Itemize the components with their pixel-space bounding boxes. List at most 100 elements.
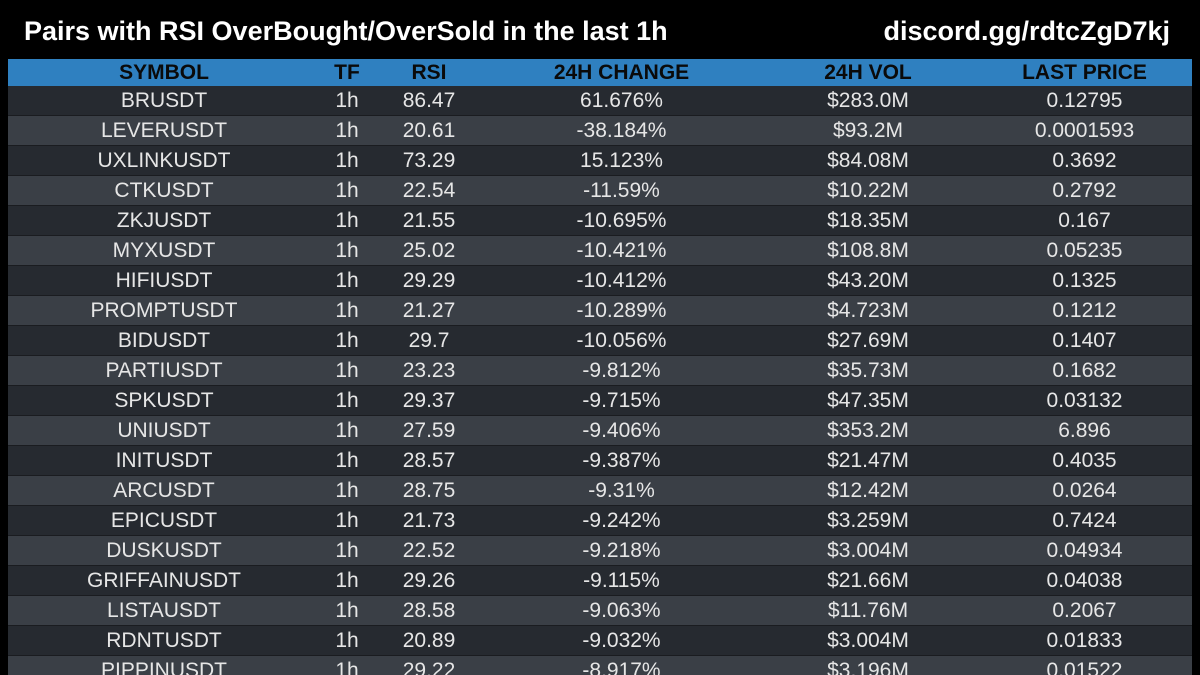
price-cell: 6.896 bbox=[977, 415, 1192, 446]
change-cell: -9.218% bbox=[484, 535, 759, 566]
rsi-cell: 27.59 bbox=[374, 415, 484, 446]
table-row[interactable]: PROMPTUSDT 1h 21.27 -10.289% $4.723M 0.1212 bbox=[8, 295, 1192, 326]
table-row[interactable]: PIPPINUSDT 1h 29.22 -8.917% $3.196M 0.01522 bbox=[8, 655, 1192, 675]
change-cell: -9.715% bbox=[484, 385, 759, 416]
price-cell: 0.4035 bbox=[977, 445, 1192, 476]
table-row[interactable]: ZKJUSDT 1h 21.55 -10.695% $18.35M 0.167 bbox=[8, 205, 1192, 236]
tf-cell: 1h bbox=[320, 115, 374, 146]
symbol-cell: PROMPTUSDT bbox=[8, 295, 320, 326]
change-cell: -9.406% bbox=[484, 415, 759, 446]
volume-cell: $353.2M bbox=[759, 415, 977, 446]
rsi-cell: 29.22 bbox=[374, 655, 484, 675]
price-cell: 0.0001593 bbox=[977, 115, 1192, 146]
volume-cell: $11.76M bbox=[759, 595, 977, 626]
rsi-cell: 28.57 bbox=[374, 445, 484, 476]
tf-cell: 1h bbox=[320, 595, 374, 626]
column-header-rsi[interactable]: RSI bbox=[411, 61, 447, 84]
column-header-symbol[interactable]: SYMBOL bbox=[119, 61, 209, 84]
volume-cell: $3.004M bbox=[759, 625, 977, 656]
table-row[interactable]: ARCUSDT 1h 28.75 -9.31% $12.42M 0.0264 bbox=[8, 475, 1192, 506]
table-row[interactable]: PARTIUSDT 1h 23.23 -9.812% $35.73M 0.1682 bbox=[8, 355, 1192, 386]
table-row[interactable]: BIDUSDT 1h 29.7 -10.056% $27.69M 0.1407 bbox=[8, 325, 1192, 356]
rsi-table: SYMBOL TF RSI 24H CHANGE 24H VOL LAST PR… bbox=[8, 59, 1192, 675]
table-row[interactable]: GRIFFAINUSDT 1h 29.26 -9.115% $21.66M 0.04038 bbox=[8, 565, 1192, 596]
symbol-cell: HIFIUSDT bbox=[8, 265, 320, 296]
change-cell: -10.412% bbox=[484, 265, 759, 296]
change-cell: -9.242% bbox=[484, 505, 759, 536]
discord-invite-link[interactable]: discord.gg/rdtcZgD7kj bbox=[883, 16, 1170, 46]
table-row[interactable]: CTKUSDT 1h 22.54 -11.59% $10.22M 0.2792 bbox=[8, 175, 1192, 206]
change-cell: -38.184% bbox=[484, 115, 759, 146]
volume-cell: $10.22M bbox=[759, 175, 977, 206]
symbol-cell: SPKUSDT bbox=[8, 385, 320, 416]
volume-cell: $18.35M bbox=[759, 205, 977, 236]
price-cell: 0.04934 bbox=[977, 535, 1192, 566]
rsi-table-container: SYMBOL TF RSI 24H CHANGE 24H VOL LAST PR… bbox=[8, 59, 1192, 675]
volume-cell: $3.259M bbox=[759, 505, 977, 536]
column-header-24h-change[interactable]: 24H CHANGE bbox=[553, 61, 690, 84]
rsi-cell: 29.29 bbox=[374, 265, 484, 296]
change-cell: -9.032% bbox=[484, 625, 759, 656]
change-cell: -11.59% bbox=[484, 175, 759, 206]
change-cell: -8.917% bbox=[484, 655, 759, 675]
price-cell: 0.7424 bbox=[977, 505, 1192, 536]
volume-cell: $4.723M bbox=[759, 295, 977, 326]
rsi-cell: 23.23 bbox=[374, 355, 484, 386]
table-body: BRUSDT 1h 86.47 61.676% $283.0M 0.12795 LEVERU… bbox=[8, 86, 1192, 675]
symbol-cell: ZKJUSDT bbox=[8, 205, 320, 236]
price-cell: 0.01522 bbox=[977, 655, 1192, 675]
table-row[interactable]: BRUSDT 1h 86.47 61.676% $283.0M 0.12795 bbox=[8, 86, 1192, 116]
symbol-cell: BIDUSDT bbox=[8, 325, 320, 356]
volume-cell: $108.8M bbox=[759, 235, 977, 266]
column-header-tf[interactable]: TF bbox=[334, 61, 360, 84]
table-header: SYMBOL TF RSI 24H CHANGE 24H VOL LAST PR… bbox=[8, 59, 1192, 86]
price-cell: 0.2792 bbox=[977, 175, 1192, 206]
volume-cell: $47.35M bbox=[759, 385, 977, 416]
change-cell: -10.695% bbox=[484, 205, 759, 236]
table-row[interactable]: UXLINKUSDT 1h 73.29 15.123% $84.08M 0.3692 bbox=[8, 145, 1192, 176]
tf-cell: 1h bbox=[320, 655, 374, 675]
table-row[interactable]: LISTAUSDT 1h 28.58 -9.063% $11.76M 0.2067 bbox=[8, 595, 1192, 626]
table-row[interactable]: SPKUSDT 1h 29.37 -9.715% $47.35M 0.03132 bbox=[8, 385, 1192, 416]
tf-cell: 1h bbox=[320, 86, 374, 116]
change-cell: -9.115% bbox=[484, 565, 759, 596]
table-row[interactable]: INITUSDT 1h 28.57 -9.387% $21.47M 0.4035 bbox=[8, 445, 1192, 476]
tf-cell: 1h bbox=[320, 415, 374, 446]
table-row[interactable]: UNIUSDT 1h 27.59 -9.406% $353.2M 6.896 bbox=[8, 415, 1192, 446]
price-cell: 0.2067 bbox=[977, 595, 1192, 626]
column-header-last-price[interactable]: LAST PRICE bbox=[1022, 61, 1147, 84]
volume-cell: $35.73M bbox=[759, 355, 977, 386]
volume-cell: $12.42M bbox=[759, 475, 977, 506]
table-row[interactable]: RDNTUSDT 1h 20.89 -9.032% $3.004M 0.01833 bbox=[8, 625, 1192, 656]
rsi-cell: 20.89 bbox=[374, 625, 484, 656]
symbol-cell: MYXUSDT bbox=[8, 235, 320, 266]
change-cell: -10.056% bbox=[484, 325, 759, 356]
tf-cell: 1h bbox=[320, 445, 374, 476]
tf-cell: 1h bbox=[320, 535, 374, 566]
tf-cell: 1h bbox=[320, 385, 374, 416]
change-cell: 61.676% bbox=[484, 86, 759, 116]
change-cell: -9.387% bbox=[484, 445, 759, 476]
volume-cell: $27.69M bbox=[759, 325, 977, 356]
volume-cell: $3.004M bbox=[759, 535, 977, 566]
price-cell: 0.1325 bbox=[977, 265, 1192, 296]
symbol-cell: CTKUSDT bbox=[8, 175, 320, 206]
table-row[interactable]: MYXUSDT 1h 25.02 -10.421% $108.8M 0.05235 bbox=[8, 235, 1192, 266]
tf-cell: 1h bbox=[320, 355, 374, 386]
price-cell: 0.01833 bbox=[977, 625, 1192, 656]
volume-cell: $21.66M bbox=[759, 565, 977, 596]
table-row[interactable]: LEVERUSDT 1h 20.61 -38.184% $93.2M 0.0001593 bbox=[8, 115, 1192, 146]
price-cell: 0.3692 bbox=[977, 145, 1192, 176]
symbol-cell: INITUSDT bbox=[8, 445, 320, 476]
tf-cell: 1h bbox=[320, 295, 374, 326]
table-row[interactable]: EPICUSDT 1h 21.73 -9.242% $3.259M 0.7424 bbox=[8, 505, 1192, 536]
column-header-24h-vol[interactable]: 24H VOL bbox=[824, 61, 912, 84]
table-row[interactable]: HIFIUSDT 1h 29.29 -10.412% $43.20M 0.1325 bbox=[8, 265, 1192, 296]
change-cell: 15.123% bbox=[484, 145, 759, 176]
symbol-cell: BRUSDT bbox=[8, 86, 320, 116]
change-cell: -9.812% bbox=[484, 355, 759, 386]
rsi-cell: 22.52 bbox=[374, 535, 484, 566]
table-row[interactable]: DUSKUSDT 1h 22.52 -9.218% $3.004M 0.04934 bbox=[8, 535, 1192, 566]
symbol-cell: DUSKUSDT bbox=[8, 535, 320, 566]
